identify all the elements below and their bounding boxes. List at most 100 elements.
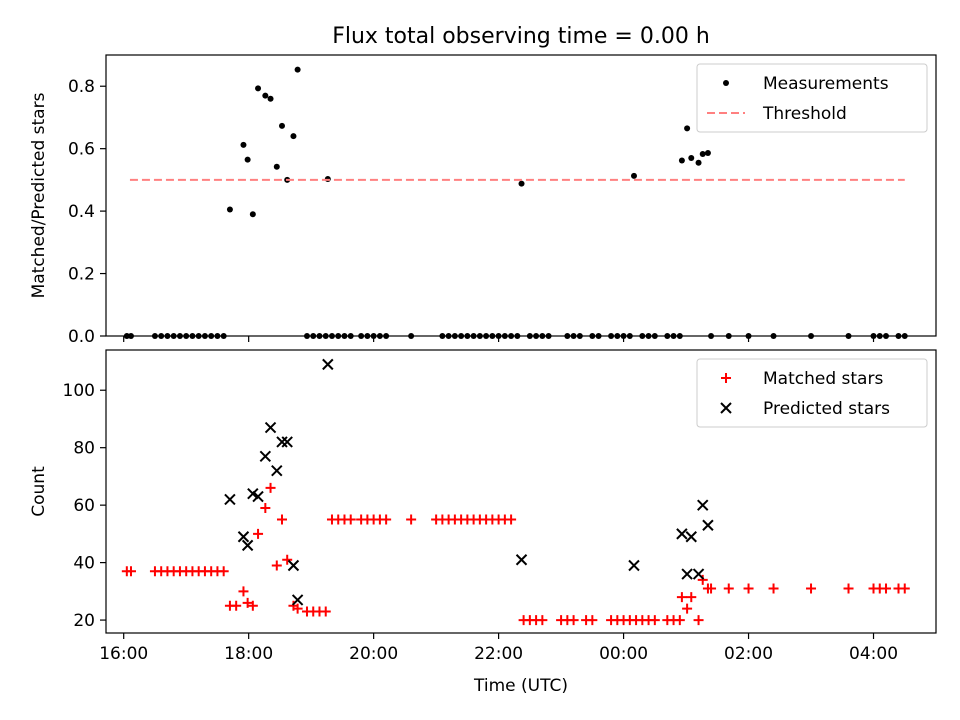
measurement-point — [704, 150, 711, 157]
matched-star-point — [697, 574, 708, 585]
x-tick-label: 00:00 — [599, 644, 648, 664]
measurement-point — [620, 333, 627, 339]
measurement-point — [845, 333, 852, 339]
measurement-point — [708, 333, 715, 339]
measurement-point — [770, 333, 777, 339]
measurement-point — [290, 133, 297, 140]
matched-star-point — [881, 583, 892, 594]
predicted-star-point — [287, 559, 300, 572]
legend-matched-swatch — [721, 373, 731, 383]
y-tick-label: 0.8 — [68, 77, 95, 97]
measurement-point — [370, 333, 377, 339]
predicted-star-point — [264, 421, 277, 434]
y-tick-label: 100 — [63, 381, 95, 401]
matched-star-point — [381, 514, 392, 525]
matched-star-point — [231, 600, 242, 611]
measurement-point — [458, 333, 465, 339]
matched-star-point — [506, 514, 517, 525]
predicted-star-point — [515, 554, 528, 566]
predicted-star-point — [681, 568, 693, 580]
measurement-point — [576, 333, 583, 339]
x-tick-label: 22:00 — [474, 644, 523, 664]
measurement-point — [164, 333, 171, 339]
matched-star-point — [406, 514, 417, 525]
matched-star-point — [125, 566, 136, 577]
measurement-point — [514, 333, 521, 339]
ratio-panel: 0.0 0.2 0.4 0.6 0.8 Matched/Predicted stars Me… — [29, 54, 937, 347]
matched-star-point — [899, 583, 910, 594]
measurement-point — [364, 333, 371, 339]
measurement-point — [495, 333, 502, 339]
measurement-point — [684, 125, 691, 132]
matched-star-point — [843, 583, 854, 594]
measurement-point — [376, 333, 383, 339]
measurement-point — [208, 333, 215, 339]
legend-box — [696, 63, 928, 133]
measurement-point — [445, 333, 452, 339]
matched-star-point — [218, 566, 229, 577]
measurement-point — [630, 172, 637, 179]
measurement-point — [614, 333, 621, 339]
measurement-point — [322, 333, 329, 339]
measurement-point — [545, 333, 552, 339]
matched-star-point — [676, 592, 687, 603]
y-tick-label: 0.6 — [68, 140, 95, 160]
measurement-point — [273, 163, 280, 170]
matched-star-point — [253, 528, 264, 539]
measurement-point — [303, 333, 310, 339]
measurement-point — [183, 333, 190, 339]
measurement-point — [699, 150, 706, 157]
measurement-point — [226, 206, 233, 213]
y-axis-label: Count — [29, 466, 49, 517]
measurement-point — [170, 333, 177, 339]
measurement-point — [341, 333, 348, 339]
matched-star-point — [242, 597, 253, 608]
predicted-star-point — [224, 493, 236, 506]
measurement-point — [158, 333, 165, 339]
matched-star-point — [292, 603, 303, 614]
measurement-point — [127, 333, 134, 339]
measurement-point — [249, 211, 256, 218]
measurement-point — [476, 333, 483, 339]
matched-star-point — [265, 482, 276, 493]
matched-star-point — [345, 514, 356, 525]
matched-star-point — [587, 615, 598, 626]
matched-star-point — [686, 592, 697, 603]
predicted-star-point — [322, 358, 334, 371]
measurement-point — [876, 333, 883, 339]
x-tick-label: 18:00 — [224, 644, 273, 664]
predicted-star-point — [237, 531, 250, 543]
measurement-point — [651, 333, 658, 339]
measurement-point — [645, 333, 652, 339]
measurement-point — [589, 333, 596, 339]
matched-star-point — [260, 503, 271, 514]
predicted-star-point — [252, 490, 264, 503]
predicted-star-point — [291, 594, 304, 606]
x-tick-label: 04:00 — [849, 644, 898, 664]
measurement-point — [670, 333, 677, 339]
predicted-star-point — [702, 519, 714, 531]
matched-star-point — [271, 560, 282, 571]
matched-star-point — [674, 615, 685, 626]
predicted-star-point — [259, 450, 272, 463]
legend-label: Measurements — [763, 74, 889, 94]
measurement-point — [310, 333, 317, 339]
matched-star-point — [649, 615, 660, 626]
y-tick-label: 60 — [73, 496, 95, 516]
matched-star-point — [537, 615, 548, 626]
axes-frame — [105, 54, 937, 337]
measurement-point — [564, 333, 571, 339]
x-axis-label: Time (UTC) — [473, 676, 568, 696]
predicted-star-point — [676, 528, 688, 540]
measurement-point — [335, 333, 342, 339]
predicted-star-point — [692, 568, 705, 580]
predicted-star-point — [271, 464, 283, 477]
measurement-point — [695, 159, 702, 166]
measurement-point — [883, 333, 890, 339]
legend-label: Matched stars — [763, 369, 883, 389]
matched-star-point — [706, 583, 717, 594]
matched-star-point — [320, 606, 331, 617]
y-tick-label: 80 — [73, 439, 95, 459]
measurement-point — [267, 95, 274, 102]
